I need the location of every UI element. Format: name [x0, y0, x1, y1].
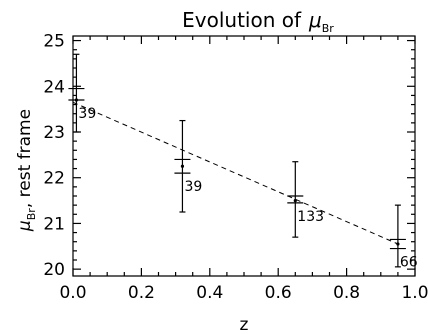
fit-line-group: [72, 101, 399, 245]
y-tick-label: 21: [43, 214, 65, 234]
sample-size-label: 39: [78, 106, 96, 122]
data-point-group: 133: [287, 161, 324, 238]
x-tick-label: 0.0: [59, 283, 86, 303]
sample-size-label: 66: [400, 255, 418, 271]
title-main: Evolution of: [182, 8, 302, 32]
data-point: [293, 198, 297, 203]
plot-frame: [72, 35, 416, 277]
fit-line: [72, 101, 399, 245]
x-tick-label: 0.4: [196, 283, 223, 303]
y-axis-title: μBr, rest frame: [15, 109, 38, 232]
x-tick-label: 0.6: [265, 283, 292, 303]
ylabel-rest: , rest frame: [15, 109, 35, 208]
y-tick-label: 20: [43, 260, 65, 280]
ylabel-symbol: μ: [15, 220, 35, 232]
title-symbol: μ: [308, 8, 322, 32]
x-tick-label: 0.8: [333, 283, 360, 303]
x-axis-title: z: [240, 315, 249, 334]
chart-title: Evolution of μBr: [182, 8, 334, 35]
title-subscript: Br: [322, 22, 335, 35]
data-point: [180, 164, 185, 168]
data-point: [74, 98, 79, 102]
ylabel-subscript: Br: [25, 208, 38, 221]
y-tick-label: 25: [43, 32, 65, 52]
y-tick-label: 24: [43, 77, 65, 97]
axes: 0.0 0.2 0.4 0.6 0.8 1.0 20 21 22 23 24 25: [43, 32, 428, 303]
data-point: [396, 242, 400, 246]
y-tick-label: 23: [43, 123, 65, 143]
sample-size-label: 133: [297, 209, 324, 225]
data-point-group: 39: [174, 119, 202, 213]
sample-size-label: 39: [184, 179, 202, 195]
data-points: 39 39 133 66: [68, 53, 418, 271]
x-tick-label: 1.0: [401, 283, 428, 303]
data-point-group: 66: [389, 204, 418, 271]
y-tick-label: 22: [43, 169, 65, 189]
data-point-group: 39: [68, 53, 96, 133]
x-tick-label: 0.2: [128, 283, 155, 303]
